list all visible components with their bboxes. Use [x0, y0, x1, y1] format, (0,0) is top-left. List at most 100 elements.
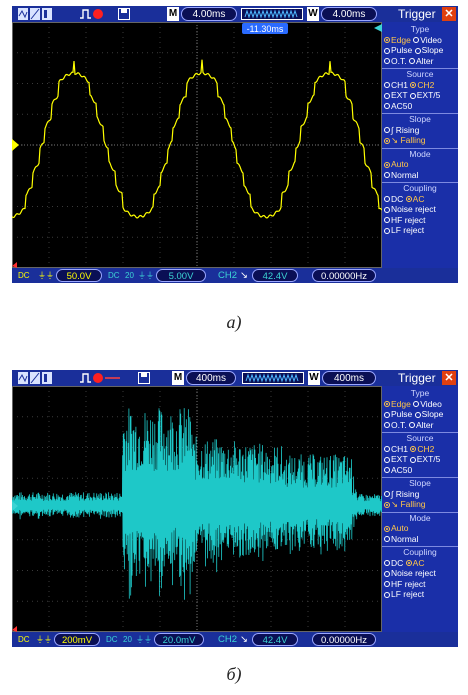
type-slope-option[interactable]: Slope	[414, 45, 443, 55]
type-slope-option[interactable]: Slope	[414, 409, 443, 419]
coupling-header: Coupling	[382, 182, 458, 194]
ch1-bw-icon[interactable]: ⏚⏚	[38, 271, 54, 280]
coupling-noise-option[interactable]: Noise reject	[382, 204, 458, 215]
ch2-scale[interactable]: 20.0mV	[154, 633, 204, 646]
trigger-position-marker	[12, 262, 17, 268]
type-pulse-option[interactable]: Pulse	[384, 409, 412, 419]
coupling-noise-option[interactable]: Noise reject	[382, 568, 458, 579]
type-video-option[interactable]: Video	[413, 399, 442, 409]
source-header: Source	[382, 432, 458, 444]
mode-normal-option[interactable]: Normal	[382, 534, 458, 545]
source-ch1-option[interactable]: CH1	[384, 80, 408, 90]
source-ext-option[interactable]: EXT	[384, 90, 407, 100]
trigger-menu-title: Trigger ✕	[382, 370, 458, 386]
trigger-menu: Type Edge Video Pulse Slope O.T. Alter S…	[382, 22, 458, 268]
caption-b: б)	[226, 664, 242, 684]
graticule	[12, 22, 382, 268]
source-ch2-option[interactable]: CH2	[410, 444, 434, 454]
falling-edge-icon: ↘	[240, 634, 248, 645]
mode-normal-option[interactable]: Normal	[382, 170, 458, 181]
ch1-bw-icon[interactable]: ⏚⏚	[36, 635, 52, 644]
source-ac50-option[interactable]: AC50	[384, 465, 412, 475]
ch2-scale[interactable]: 5.00V	[156, 269, 206, 282]
trigger-level[interactable]: 42.4V	[252, 633, 298, 646]
bottom-status-bar: DC ⏚⏚ 200mV DC 20 ⏚⏚ 20.0mV CH2 ↘ 42.4V …	[12, 632, 458, 647]
ch2-bw-icon[interactable]: ⏚⏚	[136, 635, 152, 644]
menu-m-box[interactable]: M	[172, 371, 184, 385]
type-edge-option[interactable]: Edge	[384, 35, 411, 45]
waveform-window-icon[interactable]	[241, 8, 303, 20]
trigger-title-label: Trigger	[398, 371, 436, 385]
acquire-mode-icon[interactable]	[18, 8, 52, 20]
ch2-coupling-icon[interactable]: DC	[106, 635, 118, 644]
type-ot-option[interactable]: O.T.	[384, 420, 407, 430]
trigger-position-marker	[12, 626, 17, 632]
close-icon[interactable]: ✕	[442, 7, 456, 21]
menu-w-box[interactable]: W	[308, 371, 320, 385]
source-ext5-option[interactable]: EXT/5	[409, 454, 440, 464]
coupling-lf-option[interactable]: LF reject	[382, 589, 458, 600]
mode-header: Mode	[382, 147, 458, 160]
timebase-window[interactable]: 400ms	[322, 371, 376, 385]
timebase-main[interactable]: 4.00ms	[181, 7, 237, 21]
coupling-dc-option[interactable]: DC	[384, 194, 403, 204]
menu-m-box[interactable]: M	[167, 7, 179, 21]
type-pulse-option[interactable]: Pulse	[384, 45, 412, 55]
save-icon[interactable]	[118, 8, 130, 20]
source-ch2-option[interactable]: CH2	[410, 80, 434, 90]
trigger-channel: CH2	[218, 270, 238, 281]
frequency-readout: 0.00000Hz	[312, 269, 376, 282]
type-video-option[interactable]: Video	[413, 35, 442, 45]
trigger-title-label: Trigger	[398, 7, 436, 21]
source-ac50-option[interactable]: AC50	[384, 101, 412, 111]
source-ext-option[interactable]: EXT	[384, 454, 407, 464]
ch1-scale[interactable]: 200mV	[54, 633, 100, 646]
menu-w-box[interactable]: W	[307, 7, 319, 21]
mode-auto-option[interactable]: Auto	[382, 159, 458, 170]
ch1-scale[interactable]: 50.0V	[56, 269, 102, 282]
slope-header: Slope	[382, 477, 458, 489]
source-ext5-option[interactable]: EXT/5	[409, 90, 440, 100]
type-ot-option[interactable]: O.T.	[384, 56, 407, 66]
trigger-channel: CH2	[218, 634, 238, 645]
save-icon[interactable]	[138, 372, 150, 384]
caption-a: а)	[226, 312, 242, 332]
waveform-window-icon[interactable]	[242, 372, 304, 384]
coupling-ac-option[interactable]: AC	[405, 558, 424, 568]
coupling-ac-option[interactable]: AC	[405, 194, 424, 204]
close-icon[interactable]: ✕	[442, 371, 456, 385]
ch1-coupling-icon[interactable]: DC	[18, 635, 30, 644]
timebase-window[interactable]: 4.00ms	[321, 7, 377, 21]
type-edge-option[interactable]: Edge	[384, 399, 411, 409]
ch2-ground-marker	[12, 501, 18, 511]
mode-auto-option[interactable]: Auto	[382, 523, 458, 534]
falling-edge-icon: ↘	[240, 270, 248, 281]
frequency-readout: 0.00000Hz	[312, 633, 376, 646]
slope-rising-option[interactable]: ∫ Rising	[382, 125, 458, 136]
trigger-level[interactable]: 42.4V	[252, 269, 298, 282]
mode-header: Mode	[382, 511, 458, 524]
trigger-menu: Type Edge Video Pulse Slope O.T. Alter S…	[382, 386, 458, 632]
type-alter-option[interactable]: Alter	[408, 56, 433, 66]
coupling-hf-option[interactable]: HF reject	[382, 579, 458, 590]
source-ch1-option[interactable]: CH1	[384, 444, 408, 454]
type-header: Type	[410, 388, 430, 398]
trigger-offset-label: -11.30ms	[247, 24, 284, 34]
ch2-coupling-icon[interactable]: DC	[108, 271, 120, 280]
slope-falling-option[interactable]: ↘ Falling	[382, 135, 458, 146]
type-alter-option[interactable]: Alter	[408, 420, 433, 430]
ch2-bw-label: 20	[123, 635, 132, 644]
ch1-coupling-icon[interactable]: DC	[18, 271, 30, 280]
trigger-offset-flag: -11.30ms	[242, 23, 288, 34]
coupling-hf-option[interactable]: HF reject	[382, 215, 458, 226]
slope-header: Slope	[382, 113, 458, 125]
trigger-status-icon	[80, 373, 120, 383]
timebase-main[interactable]: 400ms	[186, 371, 236, 385]
ch2-bw-icon[interactable]: ⏚⏚	[138, 271, 154, 280]
slope-rising-option[interactable]: ∫ Rising	[382, 489, 458, 500]
coupling-lf-option[interactable]: LF reject	[382, 225, 458, 236]
oscilloscope-screen-a: M 4.00ms W 4.00ms Trigger ✕ -11.30ms Typ…	[12, 6, 458, 283]
acquire-mode-icon[interactable]	[18, 372, 52, 384]
slope-falling-option[interactable]: ↘ Falling	[382, 499, 458, 510]
coupling-dc-option[interactable]: DC	[384, 558, 403, 568]
